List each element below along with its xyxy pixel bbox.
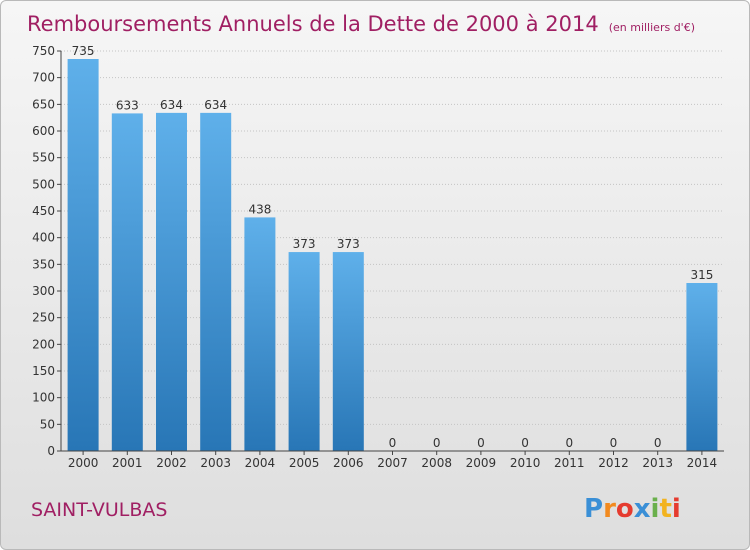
x-tick-label-2007: 2007 — [377, 456, 408, 470]
y-tick-label: 600 — [32, 124, 55, 138]
data-label-2007: 0 — [389, 436, 397, 450]
x-tick-label-2013: 2013 — [642, 456, 673, 470]
y-tick-label: 100 — [32, 391, 55, 405]
y-tick-label: 150 — [32, 364, 55, 378]
x-tick-label-2003: 2003 — [200, 456, 231, 470]
data-label-2005: 373 — [293, 237, 316, 251]
bar-2000 — [67, 59, 99, 451]
y-tick-label: 650 — [32, 97, 55, 111]
bar-2004 — [244, 217, 276, 451]
data-label-2013: 0 — [654, 436, 662, 450]
bar-2005 — [288, 252, 320, 451]
data-label-2011: 0 — [565, 436, 573, 450]
data-label-2010: 0 — [521, 436, 529, 450]
x-tick-label-2012: 2012 — [598, 456, 629, 470]
svg-text:Proxiti: Proxiti — [584, 494, 681, 524]
x-tick-label-2002: 2002 — [156, 456, 187, 470]
x-tick-label-2008: 2008 — [421, 456, 452, 470]
y-tick-label: 300 — [32, 284, 55, 298]
y-tick-label: 550 — [32, 151, 55, 165]
chart-title: Remboursements Annuels de la Dette de 20… — [27, 12, 695, 36]
y-tick-label: 700 — [32, 71, 55, 85]
y-tick-label: 500 — [32, 177, 55, 191]
y-tick-label: 50 — [40, 417, 55, 431]
grid-lines — [61, 50, 724, 452]
y-tick-label: 450 — [32, 204, 55, 218]
y-axis: 0 50 100 150 200 250 300 350 400 450 500 550 600 650 7… — [32, 44, 62, 458]
bar-2014 — [686, 283, 718, 451]
bars: 735 633 634 634 438 373 373 0 0 0 0 0 0 0 315 — [67, 44, 718, 452]
x-tick-label-2009: 2009 — [466, 456, 497, 470]
y-tick-label: 750 — [32, 44, 55, 58]
x-tick-label-2011: 2011 — [554, 456, 585, 470]
proxiti-logo: Proxiti — [584, 494, 681, 524]
x-tick-label-2004: 2004 — [245, 456, 276, 470]
chart-subtitle: (en milliers d'€) — [609, 21, 695, 34]
y-tick-label: 0 — [47, 444, 55, 458]
data-label-2008: 0 — [433, 436, 441, 450]
y-tick-label: 350 — [32, 257, 55, 271]
data-label-2009: 0 — [477, 436, 485, 450]
data-label-2014: 315 — [690, 268, 713, 282]
chart-title-main: Remboursements Annuels de la Dette de 20… — [27, 12, 599, 36]
bar-2002 — [156, 112, 187, 451]
data-label-2006: 373 — [337, 237, 360, 251]
x-tick-label-2005: 2005 — [289, 456, 320, 470]
commune-name: SAINT-VULBAS — [31, 499, 167, 521]
data-label-2001: 633 — [116, 98, 139, 112]
x-tick-label-2014: 2014 — [687, 456, 718, 470]
data-label-2004: 438 — [248, 202, 271, 216]
data-label-2000: 735 — [72, 44, 95, 58]
x-axis: 2000 2001 2002 2003 2004 2005 2006 2007 2008 2009… — [61, 450, 724, 470]
bar-2001 — [111, 113, 143, 452]
x-tick-label-2000: 2000 — [68, 456, 99, 470]
x-tick-label-2001: 2001 — [112, 456, 143, 470]
data-label-2012: 0 — [610, 436, 618, 450]
x-tick-label-2006: 2006 — [333, 456, 364, 470]
y-tick-label: 400 — [32, 231, 55, 245]
y-tick-label: 200 — [32, 337, 55, 351]
x-tick-label-2010: 2010 — [510, 456, 541, 470]
bar-2003 — [200, 112, 232, 451]
data-label-2003: 634 — [204, 98, 227, 112]
y-tick-label: 250 — [32, 311, 55, 325]
bar-2006 — [332, 252, 364, 451]
data-label-2002: 634 — [160, 98, 183, 112]
